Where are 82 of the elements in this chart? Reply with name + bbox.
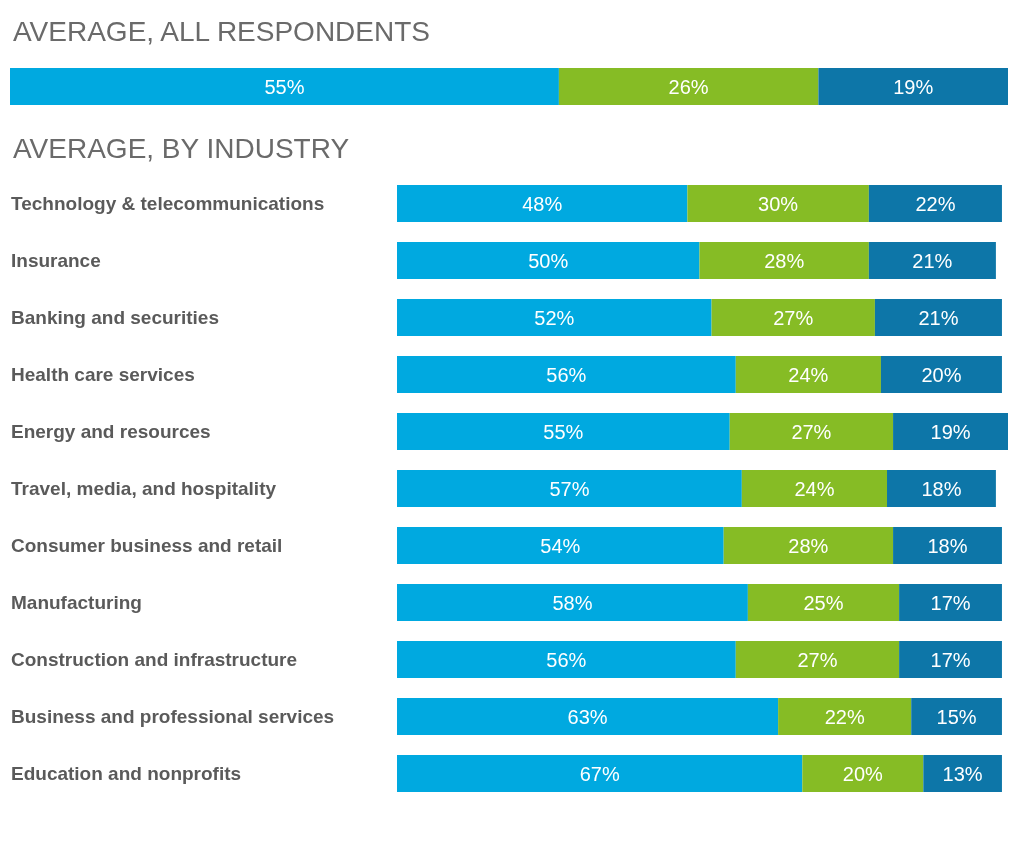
y-tick-label: Construction and infrastructure <box>11 649 298 670</box>
data-label: 20% <box>842 762 884 785</box>
data-label: 27% <box>791 420 832 443</box>
y-tick-label: Manufacturing <box>11 592 142 613</box>
y-tick-label: Education and nonprofits <box>11 763 242 784</box>
data-label: 63% <box>567 705 608 728</box>
data-label: 24% <box>794 477 835 500</box>
bar <box>880 356 1002 393</box>
data-label: 17% <box>930 648 971 671</box>
bar <box>397 698 779 735</box>
chart-title: AVERAGE, ALL RESPONDENTS <box>13 15 431 47</box>
bar <box>397 185 688 222</box>
bar <box>778 698 912 735</box>
y-tick-label: Banking and securities <box>11 307 220 328</box>
bar <box>397 356 736 393</box>
bar <box>874 299 1002 336</box>
bar <box>899 641 1002 678</box>
bar <box>397 755 803 792</box>
bar <box>887 470 996 507</box>
data-label: 27% <box>797 648 838 671</box>
data-label: 21% <box>912 249 953 272</box>
bar <box>923 755 1002 792</box>
bar <box>397 242 700 279</box>
data-label: 15% <box>936 705 977 728</box>
bar <box>397 413 730 450</box>
data-label: 50% <box>528 249 569 272</box>
data-label: 22% <box>824 705 865 728</box>
chart-title: AVERAGE, BY INDUSTRY <box>13 132 350 164</box>
data-label: 48% <box>522 192 563 215</box>
bar <box>868 242 996 279</box>
data-label: 22% <box>915 192 956 215</box>
data-label: 55% <box>264 75 305 98</box>
data-label: 27% <box>773 306 814 329</box>
data-label: 13% <box>942 762 983 785</box>
data-label: 54% <box>540 534 581 557</box>
data-label: 30% <box>758 192 799 215</box>
data-label: 21% <box>918 306 959 329</box>
y-tick-label: Consumer business and retail <box>11 535 283 556</box>
bar <box>397 299 712 336</box>
data-label: 25% <box>803 591 844 614</box>
data-label: 58% <box>552 591 593 614</box>
bar <box>747 584 900 621</box>
y-tick-label: Technology & telecommunications <box>11 193 325 214</box>
bar <box>397 584 748 621</box>
data-label: 17% <box>930 591 971 614</box>
data-label: 19% <box>893 75 934 98</box>
bar <box>699 242 869 279</box>
y-tick-label: Travel, media, and hospitality <box>11 478 277 499</box>
data-label: 19% <box>930 420 971 443</box>
bar <box>397 470 742 507</box>
bar <box>687 185 869 222</box>
data-label: 28% <box>764 249 805 272</box>
bar <box>729 413 894 450</box>
bar <box>723 527 894 564</box>
data-label: 20% <box>921 363 962 386</box>
y-tick-label: Health care services <box>11 364 195 385</box>
y-tick-label: Energy and resources <box>11 421 211 442</box>
y-tick-label: Business and professional services <box>11 706 335 727</box>
data-label: 18% <box>921 477 962 500</box>
bar <box>735 641 900 678</box>
data-label: 56% <box>546 363 587 386</box>
bar <box>711 299 875 336</box>
bar <box>741 470 888 507</box>
bar <box>911 698 1002 735</box>
data-label: 57% <box>549 477 590 500</box>
data-label: 56% <box>546 648 587 671</box>
data-label: 18% <box>927 534 968 557</box>
bar <box>893 527 1002 564</box>
bar <box>868 185 1002 222</box>
y-tick-label: Insurance <box>11 250 101 271</box>
data-label: 28% <box>788 534 829 557</box>
bar <box>899 584 1002 621</box>
bar <box>893 413 1008 450</box>
bar <box>397 641 736 678</box>
data-label: 26% <box>668 75 709 98</box>
data-label: 24% <box>788 363 829 386</box>
bar <box>735 356 881 393</box>
bar <box>397 527 724 564</box>
data-label: 55% <box>543 420 584 443</box>
data-label: 67% <box>579 762 620 785</box>
data-label: 52% <box>534 306 575 329</box>
bar <box>802 755 924 792</box>
